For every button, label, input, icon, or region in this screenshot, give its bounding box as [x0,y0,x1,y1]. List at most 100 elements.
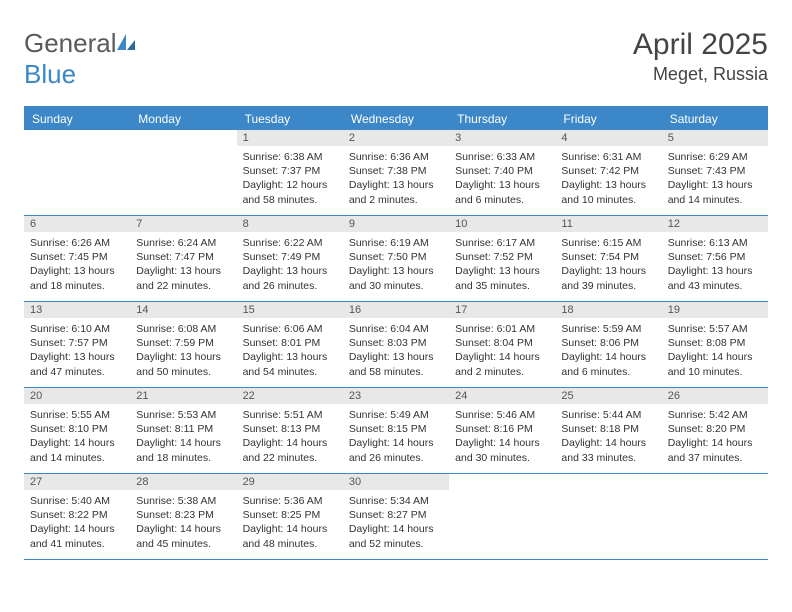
daylight-line: Daylight: 13 hours [349,350,443,364]
calendar-cell: 18Sunrise: 5:59 AMSunset: 8:06 PMDayligh… [555,302,661,388]
sunset-line: Sunset: 7:56 PM [668,250,762,264]
cell-body: Sunrise: 6:33 AMSunset: 7:40 PMDaylight:… [449,146,555,211]
daylight-line: and 26 minutes. [349,451,443,465]
daylight-line: and 58 minutes. [349,365,443,379]
cell-body: Sunrise: 5:51 AMSunset: 8:13 PMDaylight:… [237,404,343,469]
day-number: 19 [662,302,768,318]
cell-body: Sunrise: 6:31 AMSunset: 7:42 PMDaylight:… [555,146,661,211]
day-number: 29 [237,474,343,490]
sunrise-line: Sunrise: 5:44 AM [561,408,655,422]
daylight-line: and 22 minutes. [136,279,230,293]
cell-body: Sunrise: 6:22 AMSunset: 7:49 PMDaylight:… [237,232,343,297]
daylight-line: Daylight: 14 hours [243,436,337,450]
cell-body: Sunrise: 6:10 AMSunset: 7:57 PMDaylight:… [24,318,130,383]
day-number: 22 [237,388,343,404]
sunset-line: Sunset: 8:08 PM [668,336,762,350]
month-title: April 2025 [633,28,768,62]
sunset-line: Sunset: 7:42 PM [561,164,655,178]
sail-icon [115,32,137,52]
sunset-line: Sunset: 7:52 PM [455,250,549,264]
brand-text: GeneralBlue [24,28,137,90]
day-number: 18 [555,302,661,318]
daylight-line: Daylight: 13 hours [349,264,443,278]
sunset-line: Sunset: 7:40 PM [455,164,549,178]
cell-body: Sunrise: 6:13 AMSunset: 7:56 PMDaylight:… [662,232,768,297]
calendar-grid: SundayMondayTuesdayWednesdayThursdayFrid… [24,106,768,560]
daylight-line: Daylight: 14 hours [30,436,124,450]
daylight-line: and 48 minutes. [243,537,337,551]
daylight-line: and 10 minutes. [561,193,655,207]
day-number: 21 [130,388,236,404]
calendar-cell: 30Sunrise: 5:34 AMSunset: 8:27 PMDayligh… [343,474,449,560]
calendar-cell: 12Sunrise: 6:13 AMSunset: 7:56 PMDayligh… [662,216,768,302]
sunset-line: Sunset: 8:15 PM [349,422,443,436]
calendar-cell: 2Sunrise: 6:36 AMSunset: 7:38 PMDaylight… [343,130,449,216]
sunset-line: Sunset: 7:59 PM [136,336,230,350]
sunset-line: Sunset: 8:27 PM [349,508,443,522]
calendar-cell: 17Sunrise: 6:01 AMSunset: 8:04 PMDayligh… [449,302,555,388]
calendar-cell: 20Sunrise: 5:55 AMSunset: 8:10 PMDayligh… [24,388,130,474]
daylight-line: and 26 minutes. [243,279,337,293]
sunrise-line: Sunrise: 6:15 AM [561,236,655,250]
calendar-cell: 3Sunrise: 6:33 AMSunset: 7:40 PMDaylight… [449,130,555,216]
sunrise-line: Sunrise: 6:24 AM [136,236,230,250]
sunset-line: Sunset: 8:06 PM [561,336,655,350]
daylight-line: and 14 minutes. [30,451,124,465]
daylight-line: and 6 minutes. [455,193,549,207]
calendar-cell: 22Sunrise: 5:51 AMSunset: 8:13 PMDayligh… [237,388,343,474]
sunset-line: Sunset: 8:16 PM [455,422,549,436]
sunset-line: Sunset: 7:57 PM [30,336,124,350]
day-number: 1 [237,130,343,146]
daylight-line: and 47 minutes. [30,365,124,379]
daylight-line: Daylight: 14 hours [349,522,443,536]
header: GeneralBlue April 2025 Meget, Russia [24,28,768,90]
daylight-line: Daylight: 14 hours [349,436,443,450]
sunrise-line: Sunrise: 6:36 AM [349,150,443,164]
daylight-line: Daylight: 12 hours [243,178,337,192]
sunrise-line: Sunrise: 6:04 AM [349,322,443,336]
daylight-line: and 14 minutes. [668,193,762,207]
day-header: Wednesday [343,108,449,130]
day-number: 14 [130,302,236,318]
calendar-cell: 27Sunrise: 5:40 AMSunset: 8:22 PMDayligh… [24,474,130,560]
daylight-line: Daylight: 14 hours [668,350,762,364]
sunset-line: Sunset: 8:11 PM [136,422,230,436]
day-number: 12 [662,216,768,232]
day-number: 27 [24,474,130,490]
day-number: 26 [662,388,768,404]
sunset-line: Sunset: 8:01 PM [243,336,337,350]
sunset-line: Sunset: 7:47 PM [136,250,230,264]
daylight-line: Daylight: 14 hours [561,350,655,364]
daylight-line: Daylight: 14 hours [136,522,230,536]
cell-body: Sunrise: 6:06 AMSunset: 8:01 PMDaylight:… [237,318,343,383]
day-number: 4 [555,130,661,146]
day-header: Saturday [662,108,768,130]
sunset-line: Sunset: 7:54 PM [561,250,655,264]
sunset-line: Sunset: 7:45 PM [30,250,124,264]
daylight-line: and 2 minutes. [349,193,443,207]
cell-body: Sunrise: 6:17 AMSunset: 7:52 PMDaylight:… [449,232,555,297]
cell-body: Sunrise: 6:26 AMSunset: 7:45 PMDaylight:… [24,232,130,297]
calendar-cell: 21Sunrise: 5:53 AMSunset: 8:11 PMDayligh… [130,388,236,474]
sunrise-line: Sunrise: 5:34 AM [349,494,443,508]
day-number: 8 [237,216,343,232]
sunrise-line: Sunrise: 6:22 AM [243,236,337,250]
day-number: 24 [449,388,555,404]
daylight-line: and 30 minutes. [455,451,549,465]
daylight-line: and 39 minutes. [561,279,655,293]
calendar-cell-empty [662,474,768,560]
daylight-line: and 6 minutes. [561,365,655,379]
day-number: 23 [343,388,449,404]
calendar-cell: 29Sunrise: 5:36 AMSunset: 8:25 PMDayligh… [237,474,343,560]
sunset-line: Sunset: 7:37 PM [243,164,337,178]
sunrise-line: Sunrise: 5:38 AM [136,494,230,508]
cell-body: Sunrise: 6:36 AMSunset: 7:38 PMDaylight:… [343,146,449,211]
daylight-line: Daylight: 14 hours [455,436,549,450]
calendar-cell: 5Sunrise: 6:29 AMSunset: 7:43 PMDaylight… [662,130,768,216]
day-number: 11 [555,216,661,232]
cell-body: Sunrise: 5:38 AMSunset: 8:23 PMDaylight:… [130,490,236,555]
sunrise-line: Sunrise: 6:38 AM [243,150,337,164]
daylight-line: Daylight: 13 hours [561,178,655,192]
calendar-cell: 7Sunrise: 6:24 AMSunset: 7:47 PMDaylight… [130,216,236,302]
calendar-cell: 11Sunrise: 6:15 AMSunset: 7:54 PMDayligh… [555,216,661,302]
